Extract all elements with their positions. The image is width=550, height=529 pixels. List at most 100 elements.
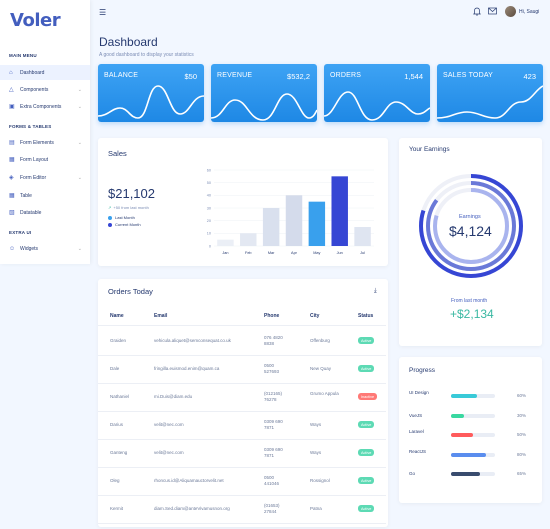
sidebar-item-label: Dashboard bbox=[20, 69, 45, 76]
progress-bar bbox=[451, 472, 495, 476]
earnings-from-label: From last month bbox=[451, 298, 488, 304]
earnings-radial-chart bbox=[419, 174, 523, 278]
y-tick-label: 10 bbox=[207, 232, 211, 236]
stat-label: REVENUE bbox=[217, 72, 253, 79]
row-divider bbox=[98, 439, 386, 440]
stat-label: SALES TODAY bbox=[443, 72, 494, 79]
cell-name: Dale bbox=[110, 366, 120, 371]
cell-email: mi.Duis@diam.edu bbox=[154, 394, 193, 399]
cell-phone: 0309 690 7871 bbox=[264, 447, 283, 458]
stat-sparkline bbox=[437, 85, 543, 119]
sidebar-item-extra-components[interactable]: ▣ Extra Components ⌄ bbox=[0, 99, 90, 114]
sidebar-item-form-editor[interactable]: ◈ Form Editor ⌄ bbox=[0, 170, 90, 185]
cell-name: Graiden bbox=[110, 338, 127, 343]
earnings-growth: +$2,134 bbox=[450, 307, 494, 321]
chevron-down-icon: ⌄ bbox=[77, 174, 82, 181]
sidebar-item-label: Extra Components bbox=[20, 103, 62, 110]
sidebar-item-label: Form Elements bbox=[20, 139, 54, 146]
progress-fill bbox=[451, 452, 487, 457]
cell-name: Oleg bbox=[110, 478, 120, 483]
grid-icon: ▦ bbox=[9, 192, 15, 199]
chevron-down-icon: ⌄ bbox=[77, 245, 82, 252]
y-tick-label: 0 bbox=[209, 244, 211, 248]
earnings-title: Your Earnings bbox=[409, 146, 450, 153]
cell-name: Ganteng bbox=[110, 450, 128, 455]
stat-card-balance: BALANCE $50 bbox=[98, 64, 204, 122]
row-divider bbox=[98, 383, 386, 384]
progress-fill bbox=[451, 472, 480, 476]
menu-section-forms: FORMS & TABLES bbox=[9, 124, 52, 129]
col-status: Status bbox=[358, 313, 374, 319]
orders-card: Orders Today ⤓ Name Email Phone City Sta… bbox=[98, 279, 388, 527]
row-divider bbox=[98, 467, 386, 468]
sidebar-item-widgets[interactable]: ☺ Widgets ⌄ bbox=[0, 241, 90, 256]
sidebar-item-form-layout[interactable]: ▦ Form Layout bbox=[0, 152, 90, 167]
stat-card-revenue: REVENUE $532,2 bbox=[211, 64, 317, 122]
cell-name: Nathaniel bbox=[110, 394, 130, 399]
page-subtitle: A good dashboard to display your statist… bbox=[99, 52, 194, 58]
progress-percent: 80% bbox=[517, 451, 527, 457]
legend-current-month: Current Month bbox=[108, 222, 141, 227]
bell-icon[interactable] bbox=[473, 7, 481, 18]
status-badge: Active bbox=[358, 337, 375, 344]
arrow-up-icon: ↗ bbox=[108, 205, 112, 210]
cell-city: Patna bbox=[310, 506, 322, 511]
sidebar-item-form-elements[interactable]: ▤ Form Elements ⌄ bbox=[0, 135, 90, 150]
progress-label: VueJS bbox=[409, 412, 423, 418]
y-tick-label: 50 bbox=[207, 181, 211, 185]
y-tick-label: 40 bbox=[207, 194, 211, 198]
chevron-down-icon: ⌄ bbox=[77, 103, 82, 110]
sidebar-item-label: Form Editor bbox=[20, 174, 47, 181]
cell-email: diam.Sed.diam@anteVivamusnon.org bbox=[154, 506, 230, 511]
sidebar-item-table[interactable]: ▦ Table bbox=[0, 188, 90, 203]
bar bbox=[308, 201, 326, 246]
app-logo[interactable]: Voler bbox=[10, 10, 61, 31]
progress-bar bbox=[451, 394, 495, 398]
page-title: Dashboard bbox=[99, 35, 158, 49]
bar bbox=[217, 239, 234, 246]
cell-name: Darius bbox=[110, 422, 124, 427]
x-tick-label: Apr bbox=[291, 251, 298, 255]
stat-value: $532,2 bbox=[287, 72, 310, 81]
stat-sparkline bbox=[211, 93, 317, 121]
triangle-icon: △ bbox=[9, 86, 14, 93]
sidebar-item-dashboard[interactable]: ⌂ Dashboard bbox=[0, 65, 90, 80]
cell-city: New Quay bbox=[310, 366, 332, 371]
legend-label: Current Month bbox=[115, 222, 141, 227]
bar bbox=[331, 176, 348, 246]
username[interactable]: Hi, Saugi bbox=[519, 9, 540, 15]
progress-fill bbox=[451, 394, 478, 398]
cell-city: Offenburg bbox=[310, 338, 330, 343]
download-icon[interactable]: ⤓ bbox=[374, 288, 377, 294]
x-tick-label: Jun bbox=[337, 251, 343, 255]
legend-last-month: Last Month bbox=[108, 215, 135, 220]
progress-bar bbox=[451, 433, 495, 437]
menu-section-extra: EXTRA UI bbox=[9, 230, 32, 235]
layout-icon: ▦ bbox=[9, 156, 15, 163]
stat-label: BALANCE bbox=[104, 72, 139, 79]
stat-sparkline bbox=[324, 91, 430, 121]
avatar[interactable] bbox=[505, 6, 516, 17]
sales-card: Sales $21,102 ↗ +50 from last month Last… bbox=[98, 138, 388, 266]
user-icon: ☺ bbox=[9, 245, 16, 252]
layers-icon: ◈ bbox=[9, 174, 14, 181]
sidebar-item-label: Widgets bbox=[20, 245, 39, 252]
cell-email: vehicula.aliquet@semconsequat.co.uk bbox=[154, 338, 231, 343]
cell-email: velit@nec.com bbox=[154, 422, 184, 427]
x-tick-label: Jul bbox=[360, 251, 365, 255]
sales-subtext-label: +50 from last month bbox=[113, 205, 149, 210]
menu-icon[interactable]: ☰ bbox=[99, 8, 107, 17]
col-phone: Phone bbox=[264, 313, 280, 319]
status-badge: Active bbox=[358, 365, 375, 372]
sidebar-item-components[interactable]: △ Components ⌄ bbox=[0, 82, 90, 97]
mail-icon[interactable] bbox=[488, 7, 497, 17]
sidebar-item-label: Datatable bbox=[20, 209, 42, 216]
progress-title: Progress bbox=[409, 367, 436, 374]
cell-email: rhoncus.id@Aliquamauctorvelit.net bbox=[154, 478, 224, 483]
sidebar-item-datatable[interactable]: ▧ Datatable bbox=[0, 205, 90, 220]
file-plus-icon: ▧ bbox=[9, 209, 15, 216]
x-tick-label: May bbox=[313, 251, 320, 255]
earnings-label: Earnings bbox=[459, 214, 481, 220]
y-tick-label: 20 bbox=[207, 219, 211, 223]
header-divider bbox=[98, 325, 386, 326]
